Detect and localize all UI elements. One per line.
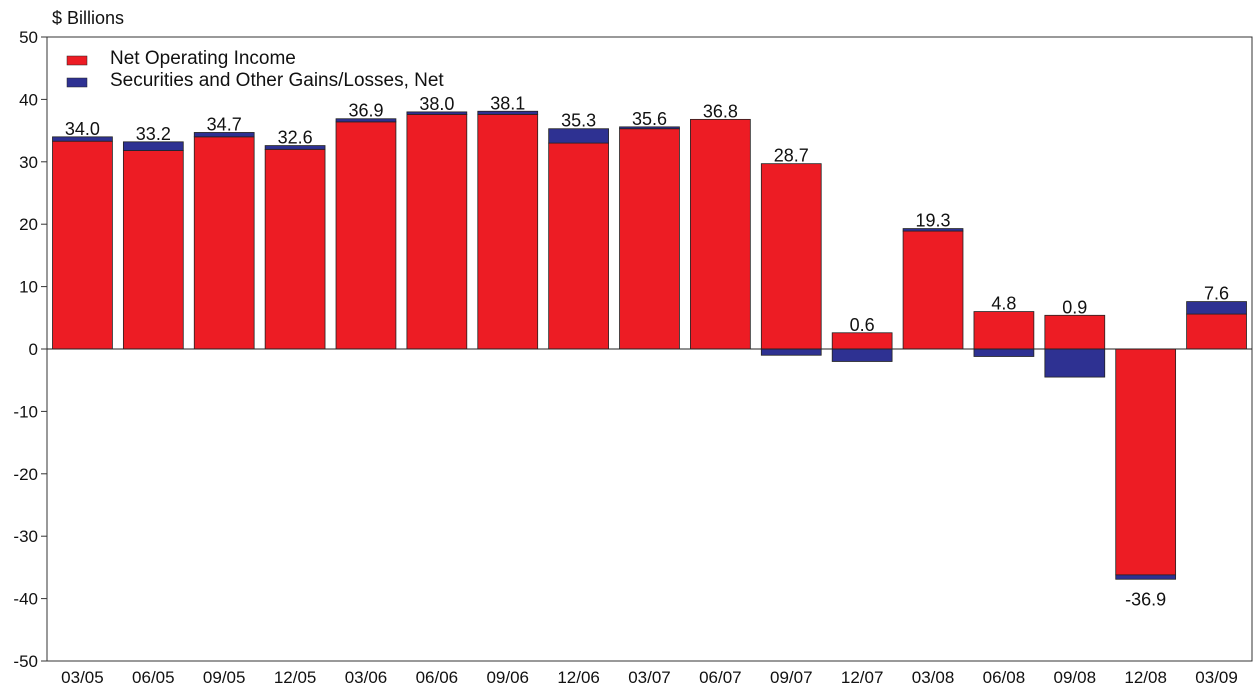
x-tick-label: 03/07 bbox=[628, 668, 671, 687]
bar-securities-gains-losses bbox=[1115, 574, 1177, 580]
bar-net-operating-income bbox=[760, 163, 822, 350]
total-data-label: 28.7 bbox=[774, 146, 809, 166]
x-tick-label: 09/07 bbox=[770, 668, 813, 687]
bar-net-operating-income bbox=[1115, 348, 1177, 576]
bar-securities-gains-losses bbox=[193, 132, 255, 138]
legend-swatch-net-operating-income bbox=[66, 55, 88, 66]
bar-securities-gains-losses bbox=[760, 348, 822, 356]
bar-securities-gains-losses bbox=[52, 136, 113, 142]
total-data-label: 38.1 bbox=[490, 93, 525, 113]
bar-securities-gains-losses bbox=[973, 348, 1035, 357]
total-data-label: 19.3 bbox=[916, 211, 951, 231]
bar-net-operating-income bbox=[1186, 313, 1247, 350]
total-data-label: -36.9 bbox=[1125, 589, 1166, 609]
y-tick-label: -30 bbox=[13, 527, 38, 546]
bar-securities-gains-losses bbox=[477, 110, 539, 115]
bar-net-operating-income bbox=[477, 113, 539, 350]
bar-net-operating-income bbox=[52, 140, 113, 350]
data-labels-group: 34.0 33.2 34.7 32.6 36.9 38.0 38.1 35.3 35.6 36.8… bbox=[65, 93, 1229, 609]
bar-securities-gains-losses bbox=[1044, 348, 1106, 378]
bar-net-operating-income bbox=[902, 230, 964, 350]
y-tick-label: -40 bbox=[13, 590, 38, 609]
total-data-label: 35.3 bbox=[561, 111, 596, 131]
total-data-label: 36.8 bbox=[703, 101, 738, 121]
y-axis-ticks: 50 40 30 20 10 0 -10 -20 -30 -40 -50 bbox=[13, 28, 47, 671]
bar-securities-gains-losses bbox=[1186, 301, 1247, 315]
total-data-label: 4.8 bbox=[991, 294, 1016, 314]
total-data-label: 38.0 bbox=[419, 94, 454, 114]
legend-label-securities-gains-losses: Securities and Other Gains/Losses, Net bbox=[110, 70, 444, 91]
total-data-label: 34.0 bbox=[65, 119, 100, 139]
bar-net-operating-income bbox=[1044, 314, 1106, 350]
bar-net-operating-income bbox=[548, 142, 609, 350]
total-data-label: 33.2 bbox=[136, 124, 171, 144]
bars-group bbox=[52, 110, 1247, 580]
y-tick-label: 40 bbox=[19, 90, 38, 109]
legend: Net Operating Income Securities and Othe… bbox=[66, 48, 444, 91]
bar-securities-gains-losses bbox=[335, 118, 397, 123]
total-data-label: 0.9 bbox=[1062, 297, 1087, 317]
bar-net-operating-income bbox=[264, 148, 326, 350]
legend-swatch-securities-gains-losses bbox=[66, 77, 88, 88]
bar-net-operating-income bbox=[690, 118, 751, 350]
x-tick-label: 06/07 bbox=[699, 668, 742, 687]
x-tick-label: 06/08 bbox=[983, 668, 1026, 687]
bar-securities-gains-losses bbox=[122, 141, 184, 151]
y-tick-label: -50 bbox=[13, 652, 38, 671]
y-tick-label: 0 bbox=[29, 340, 38, 359]
y-tick-label: 30 bbox=[19, 153, 38, 172]
bar-net-operating-income bbox=[335, 121, 397, 350]
x-tick-label: 03/09 bbox=[1195, 668, 1238, 687]
x-tick-label: 09/05 bbox=[203, 668, 246, 687]
y-tick-label: 50 bbox=[19, 28, 38, 47]
x-tick-label: 12/05 bbox=[274, 668, 317, 687]
bar-net-operating-income bbox=[122, 150, 184, 350]
x-tick-label: 12/06 bbox=[557, 668, 600, 687]
y-tick-label: -20 bbox=[13, 465, 38, 484]
legend-label-net-operating-income: Net Operating Income bbox=[110, 48, 296, 69]
total-data-label: 34.7 bbox=[207, 114, 242, 134]
bar-securities-gains-losses bbox=[264, 145, 326, 150]
x-axis-ticks: 03/05 06/05 09/05 12/05 03/06 06/06 09/06 12/06… bbox=[61, 668, 1238, 687]
x-tick-label: 06/06 bbox=[416, 668, 459, 687]
x-tick-label: 03/05 bbox=[61, 668, 104, 687]
bar-net-operating-income bbox=[831, 332, 893, 350]
bar-securities-gains-losses bbox=[619, 126, 680, 130]
bar-securities-gains-losses bbox=[831, 348, 893, 362]
y-tick-label: 20 bbox=[19, 215, 38, 234]
x-tick-label: 03/08 bbox=[912, 668, 955, 687]
total-data-label: 32.6 bbox=[278, 128, 313, 148]
x-tick-label: 06/05 bbox=[132, 668, 175, 687]
bar-securities-gains-losses bbox=[548, 128, 609, 144]
x-tick-label: 03/06 bbox=[345, 668, 388, 687]
x-tick-label: 09/06 bbox=[486, 668, 529, 687]
x-tick-label: 12/07 bbox=[841, 668, 884, 687]
bar-net-operating-income bbox=[406, 113, 468, 350]
x-tick-label: 09/08 bbox=[1054, 668, 1097, 687]
bar-securities-gains-losses bbox=[902, 228, 964, 232]
total-data-label: 0.6 bbox=[850, 315, 875, 335]
total-data-label: 35.6 bbox=[632, 109, 667, 129]
total-data-label: 36.9 bbox=[348, 101, 383, 121]
bar-securities-gains-losses bbox=[406, 111, 468, 115]
bar-net-operating-income bbox=[193, 136, 255, 350]
x-tick-label: 12/08 bbox=[1124, 668, 1167, 687]
bar-net-operating-income bbox=[619, 128, 680, 350]
y-axis-unit-label: $ Billions bbox=[52, 8, 124, 28]
total-data-label: 7.6 bbox=[1204, 284, 1229, 304]
y-tick-label: -10 bbox=[13, 402, 38, 421]
bar-net-operating-income bbox=[973, 311, 1035, 350]
y-tick-label: 10 bbox=[19, 278, 38, 297]
